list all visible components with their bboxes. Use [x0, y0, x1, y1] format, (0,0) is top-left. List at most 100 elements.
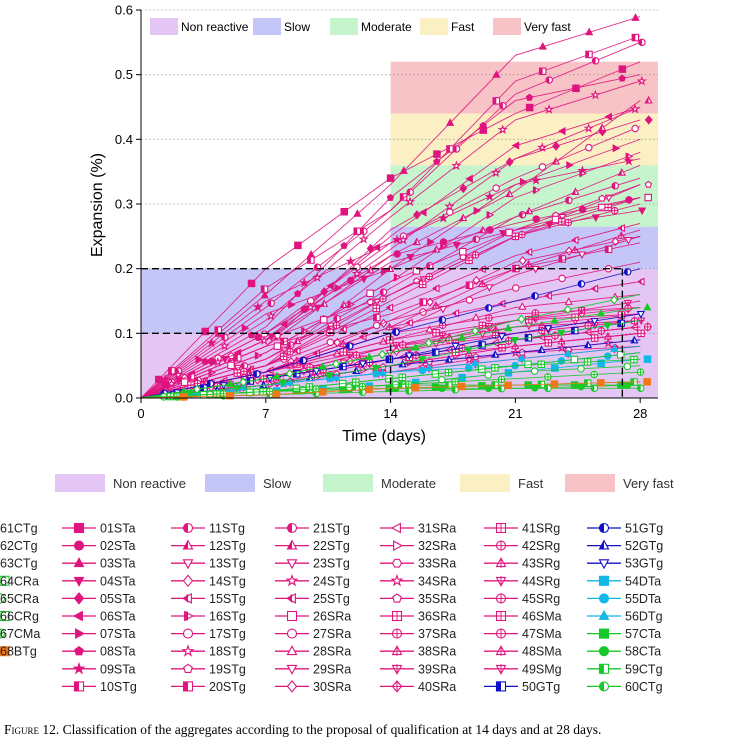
- series-marker-07STa: [288, 300, 296, 309]
- series-marker-56DTg: [378, 368, 387, 376]
- series-legend-item-05STa: 05STa: [62, 592, 135, 606]
- series-legend-label: 02STa: [100, 539, 135, 553]
- y-tick-label-1: 0.1: [115, 326, 133, 341]
- series-marker-53GTg: [358, 360, 367, 369]
- series-marker-20STg: [187, 373, 196, 381]
- series-legend-item-10STg: 10STg: [62, 680, 137, 694]
- class-legend-top-label-4: Very fast: [524, 20, 571, 34]
- series-marker-61CTg: [596, 308, 606, 317]
- series-legend-marker: [495, 610, 507, 622]
- series-marker-06STa: [418, 208, 427, 217]
- series-legend-label: 56DTg: [625, 610, 663, 624]
- series-marker-11STg: [545, 76, 554, 84]
- series-marker-27SRa: [372, 321, 381, 330]
- series-marker-51GTg: [206, 379, 215, 388]
- series-marker-11STg: [267, 299, 275, 308]
- series-marker-25STg: [544, 291, 552, 300]
- series-marker-36SRa: [339, 348, 348, 356]
- y-tick-label-0: 0.0: [115, 391, 133, 406]
- series-marker-43SRg: [524, 259, 533, 268]
- x-tick-label-0: 0: [137, 406, 144, 421]
- series-marker-62CTg: [603, 322, 612, 331]
- series-legend-item-64CRa: 64CRa: [0, 574, 39, 588]
- series-legend-item-29SRa: 29SRa: [275, 662, 351, 676]
- series-marker-03STa: [538, 42, 547, 50]
- series-marker-18STg: [265, 310, 277, 321]
- series-legend-label: 08STa: [100, 645, 135, 659]
- series-legend-label: 46SMa: [522, 610, 562, 624]
- series-line-24STg: [140, 106, 641, 399]
- series-legend-item-51GTg: 51GTg: [587, 522, 663, 536]
- series-marker-25STg: [405, 318, 413, 328]
- series-legend-label: 12STg: [209, 539, 246, 553]
- class-legend-top-label-2: Moderate: [361, 20, 412, 34]
- series-legend-item-26SRa: 26SRa: [275, 610, 351, 624]
- series-marker-21STg: [565, 196, 573, 205]
- series-legend-marker: [495, 593, 507, 604]
- series-marker-10STg: [399, 193, 408, 201]
- series-marker-42SRg: [471, 251, 480, 259]
- series-marker-20STg: [234, 354, 242, 362]
- series-marker-45SRg: [352, 351, 361, 359]
- series-marker-06STa: [511, 141, 520, 150]
- x-tick-label-2: 14: [383, 406, 397, 421]
- series-marker-54DTa: [643, 355, 652, 363]
- series-legend-item-02STa: 02STa: [62, 539, 135, 553]
- series-marker-62CTg: [371, 365, 380, 373]
- series-legend-item-04STa: 04STa: [62, 574, 135, 588]
- series-marker-14STg: [472, 275, 481, 286]
- series-marker-42SRg: [610, 206, 619, 215]
- series-marker-66CRg: [444, 368, 453, 377]
- series-legend-item-13STg: 13STg: [171, 557, 246, 571]
- series-marker-06STa: [557, 126, 566, 136]
- series-marker-55DTa: [464, 364, 473, 372]
- series-legend-label: 21STg: [313, 522, 350, 536]
- class-legend-swatch-4: [565, 474, 615, 492]
- series-marker-59CTg: [398, 381, 407, 389]
- series-legend-label: 20STg: [209, 680, 246, 694]
- series-marker-41SRg: [279, 352, 288, 361]
- series-marker-24STg: [537, 142, 548, 152]
- series-legend-label: 52GTg: [625, 539, 663, 553]
- series-marker-53GTg: [497, 333, 506, 341]
- series-marker-64CRa: [524, 360, 532, 369]
- series-legend-label: 42SRg: [522, 539, 560, 553]
- series-legend-item-52GTg: 52GTg: [587, 539, 663, 553]
- series-marker-57CTa: [570, 381, 579, 389]
- class-legend-top-label-1: Slow: [284, 20, 310, 34]
- series-marker-03STa: [492, 70, 501, 78]
- series-marker-18STg: [219, 340, 230, 351]
- series-marker-09STa: [530, 174, 542, 185]
- series-legend-label: 14STg: [209, 574, 246, 588]
- series-marker-09STa: [299, 277, 310, 288]
- series-marker-01STa: [433, 150, 441, 158]
- series-marker-21STg: [379, 288, 388, 296]
- series-marker-53GTg: [590, 318, 599, 326]
- series-marker-12STg: [505, 189, 514, 198]
- series-marker-59CTg: [491, 381, 499, 389]
- series-marker-62CTg: [232, 385, 241, 393]
- series-legend-label: 27SRa: [313, 627, 351, 641]
- series-marker-17STg: [492, 184, 500, 192]
- series-legend-label: 47SMa: [522, 627, 562, 641]
- series-marker-26SRa: [412, 267, 421, 275]
- series-marker-63CTg: [610, 295, 619, 305]
- series-legend-marker: [181, 644, 195, 657]
- series-legend-label: 45SRg: [522, 592, 560, 606]
- series-legend-marker: [285, 592, 296, 604]
- series-marker-66CRg: [537, 360, 545, 369]
- threshold-lines: [141, 267, 624, 398]
- series-line-21STg: [140, 177, 641, 399]
- series-marker-06STa: [326, 281, 334, 290]
- series-legend-marker: [182, 574, 194, 588]
- series-legend-label: 22STg: [313, 539, 350, 553]
- series-legend-label: 24STg: [313, 574, 350, 588]
- series-marker-62CTg: [510, 336, 519, 345]
- series-marker-53GTg: [636, 310, 646, 319]
- series-42SRg: [140, 203, 641, 399]
- series-08STa: [140, 74, 641, 399]
- series-legend-marker: [0, 593, 6, 604]
- series-marker-18STg: [404, 196, 416, 207]
- series-legend-item-21STg: 21STg: [275, 522, 350, 536]
- series-marker-27SRa: [465, 296, 474, 304]
